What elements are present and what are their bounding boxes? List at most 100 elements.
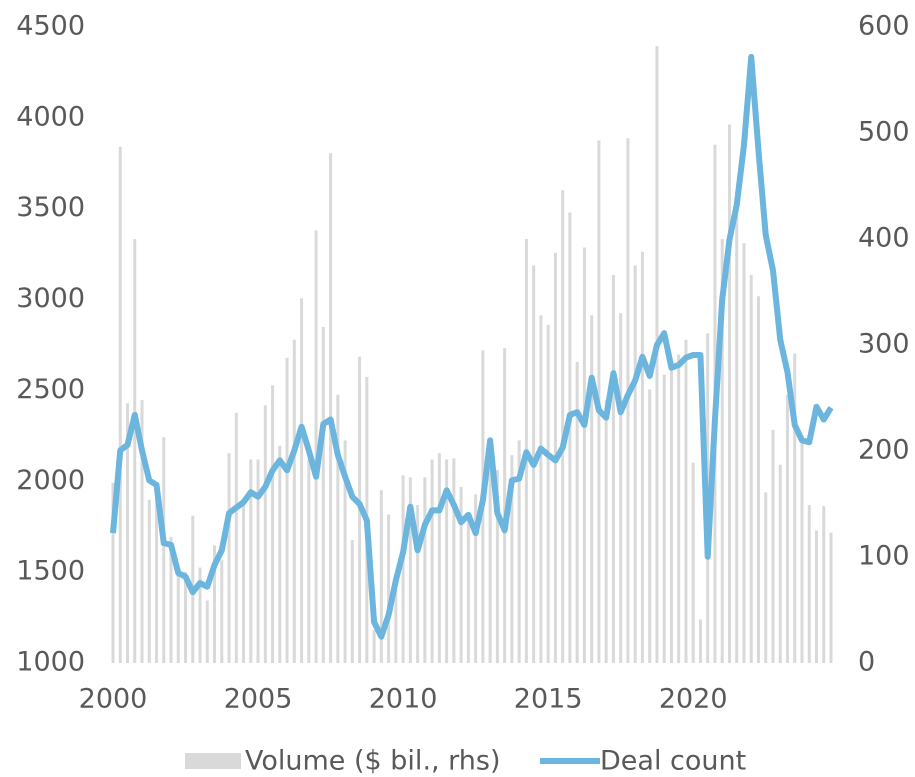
bar — [336, 394, 340, 663]
bar — [242, 499, 246, 663]
bar — [263, 405, 267, 663]
y-tick-label: 4500 — [16, 11, 85, 42]
bar — [582, 247, 586, 664]
bar — [662, 374, 666, 663]
bar — [727, 124, 731, 663]
bar — [314, 230, 318, 663]
bar — [539, 315, 543, 663]
bar — [176, 572, 180, 663]
bar — [785, 394, 789, 663]
bar — [205, 600, 209, 663]
bar — [568, 212, 572, 663]
bar — [140, 400, 144, 663]
y-tick-label: 3000 — [16, 283, 85, 314]
x-tick-label: 2020 — [659, 684, 728, 715]
bar — [343, 440, 347, 663]
bar — [684, 339, 688, 663]
y-tick-label: 3500 — [16, 192, 85, 223]
bar — [220, 560, 224, 663]
bar — [234, 412, 238, 663]
legend-swatch — [185, 753, 241, 769]
bar — [648, 389, 652, 663]
bar — [162, 437, 166, 663]
legend-label: Deal count — [600, 746, 746, 777]
bar — [503, 348, 507, 663]
bar — [735, 199, 739, 663]
bar — [459, 487, 463, 663]
bar — [423, 477, 427, 663]
bar — [155, 490, 159, 663]
bar — [778, 464, 782, 663]
y2-tick-label: 500 — [858, 117, 910, 148]
x-tick-label: 2010 — [369, 684, 438, 715]
y2-tick-label: 100 — [858, 541, 910, 572]
y-tick-label: 4000 — [16, 101, 85, 132]
y-tick-label: 1000 — [16, 647, 85, 678]
bar — [249, 459, 253, 663]
bar — [256, 459, 260, 663]
bar — [227, 453, 231, 663]
bar — [394, 580, 398, 663]
bar — [517, 440, 521, 663]
bar — [590, 315, 594, 663]
bar — [677, 354, 681, 663]
bar — [510, 455, 514, 663]
bar — [329, 153, 333, 663]
bar — [829, 532, 833, 663]
bar — [466, 519, 470, 663]
bar — [640, 251, 644, 663]
bar — [495, 470, 499, 663]
bar — [118, 146, 122, 663]
bar — [430, 459, 434, 663]
bar — [698, 619, 702, 663]
bar — [387, 514, 391, 663]
bar — [822, 506, 826, 663]
bar — [749, 275, 753, 663]
legend-label: Volume ($ bil., rhs) — [245, 746, 501, 777]
bar — [793, 353, 797, 663]
bar — [278, 445, 282, 663]
bar — [169, 536, 173, 663]
bar — [633, 265, 637, 663]
bar — [445, 459, 449, 663]
bar — [292, 339, 296, 663]
bar — [111, 482, 115, 663]
bar — [271, 385, 275, 663]
y2-tick-label: 0 — [858, 647, 875, 678]
y2-tick-label: 400 — [858, 223, 910, 254]
bar — [807, 505, 811, 663]
bar — [285, 357, 289, 663]
x-tick-label: 2005 — [224, 684, 293, 715]
bar — [133, 239, 137, 663]
y2-tick-label: 600 — [858, 11, 910, 42]
bar — [321, 326, 325, 663]
x-tick-label: 2015 — [514, 684, 583, 715]
bar — [437, 453, 441, 663]
bar — [575, 361, 579, 663]
bar — [379, 490, 383, 663]
y-tick-label: 2000 — [16, 465, 85, 496]
bar — [350, 540, 354, 663]
bar — [416, 505, 420, 663]
bar — [408, 477, 412, 663]
bar — [307, 459, 311, 663]
bar — [669, 363, 673, 663]
bar — [771, 429, 775, 663]
bar — [561, 190, 565, 664]
bar — [213, 545, 217, 663]
bar — [800, 435, 804, 663]
bar — [126, 403, 130, 663]
bar — [742, 243, 746, 664]
y2-tick-label: 300 — [858, 329, 910, 360]
bar — [546, 324, 550, 663]
bar — [691, 462, 695, 663]
bar — [611, 275, 615, 663]
bar — [372, 630, 376, 663]
bar — [147, 499, 151, 663]
bar — [300, 298, 304, 663]
bar — [184, 571, 188, 663]
bar — [604, 400, 608, 663]
bar — [814, 530, 818, 663]
bar — [452, 458, 456, 663]
